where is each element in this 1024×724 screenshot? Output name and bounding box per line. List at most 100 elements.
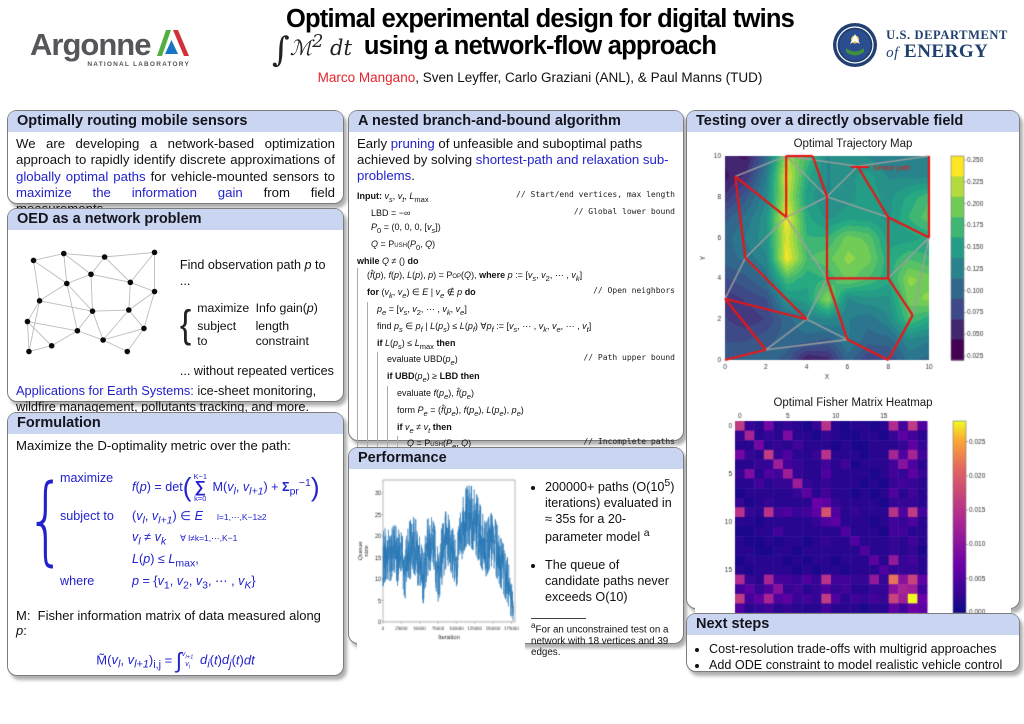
testing-body: Optimal Trajectory Map Optimal Fisher Ma…	[687, 132, 1019, 638]
scope-line	[377, 352, 387, 370]
performance-footnote: aFor an unconstrained test on a network …	[531, 620, 669, 659]
algo-line-text: if UBD(pe) ≥ LBD then	[387, 371, 480, 385]
algo-line-text: if L(ps) ≤ Lmax then	[377, 337, 456, 351]
scope-line	[377, 402, 387, 420]
network-edge	[28, 300, 40, 352]
network-edge	[128, 309, 145, 329]
argonne-sublabel: NATIONAL LABORATORY	[87, 61, 190, 68]
math-row-label: subject to	[60, 508, 114, 523]
algo-line-text: while Q ≠ () do	[357, 256, 419, 267]
oed-find-text: Find observation path p to ...	[179, 258, 326, 288]
fisher-formula: M̃(vl, vl+1)i,j = ∫ vl+1 vl di(t)dj(t)dt	[96, 647, 255, 673]
algo-line-text: evaluate UBD(pe)// Path upper bound	[387, 353, 675, 368]
network-edge	[33, 253, 64, 261]
network-edge	[102, 309, 130, 341]
doe-seal-icon	[833, 23, 878, 67]
network-node	[74, 327, 81, 334]
scope-line	[357, 436, 367, 454]
scope-line	[377, 386, 387, 403]
math-row-label	[60, 528, 132, 550]
algo-line: if ve ≠ vt then	[357, 419, 675, 437]
section-formulation: Formulation Maximize the D-optimality me…	[7, 412, 344, 676]
network-node	[88, 271, 94, 278]
math-row-expr: f(p) = det(K−1 ∑ k=0 M(vl, vl+1) + Σpr−1)	[132, 471, 320, 504]
algo-line-text: evaluate f(pe), f̂(pe)	[397, 388, 474, 401]
oed-body: Find observation path p to ... { maximiz…	[8, 230, 343, 421]
scope-line	[367, 419, 377, 437]
argonne-wordmark: Argonne	[30, 27, 151, 62]
scope-line	[397, 436, 407, 454]
trajectory-map-figure	[695, 150, 1011, 390]
scope-line	[377, 419, 387, 437]
network-edge	[128, 282, 131, 311]
network-node	[89, 308, 96, 314]
algo-line: LBD = −∞// Global lower bound	[357, 206, 675, 220]
network-edge	[63, 253, 68, 284]
network-edge	[92, 309, 129, 312]
scope-line	[357, 268, 367, 286]
network-edge	[27, 321, 78, 332]
algo-line-text: Input: vs, vt, Lmax// Start/end vertices…	[357, 190, 675, 205]
network-edge	[66, 273, 92, 284]
section-oed: OED as a network problem Find observatio…	[7, 208, 344, 414]
network-edge	[102, 328, 145, 341]
trajectory-map-title: Optimal Trajectory Map	[793, 138, 913, 150]
scope-line	[367, 352, 377, 370]
algo-line: if L(ps) ≤ Lmax then	[357, 335, 675, 353]
algo-line-text: pe = [vs, v2, ⋯ , vk, ve]	[377, 304, 467, 317]
network-edge	[27, 321, 52, 347]
algo-line: form Pe = (f̂(pe), f(pe), L(pe), pe)	[357, 402, 675, 420]
network-edge	[92, 311, 104, 341]
oed-obj-label: maximize	[197, 301, 250, 316]
oed-objective-table: maximize Info gain(p) subject to length co…	[195, 299, 335, 351]
network-edge	[39, 283, 68, 302]
algo-line-text: LBD = −∞// Global lower bound	[371, 207, 675, 219]
title-line1: Optimal experimental design for digital …	[285, 5, 795, 33]
algo-line: for (vk, ve) ∈ E | ve ∉ p do// Open neig…	[357, 285, 675, 303]
algo-line: (f̂(p), f(p), L(p), p) = Pop(Q), where p…	[357, 268, 675, 286]
queue-size-chart	[357, 473, 525, 660]
performance-bullet: 200000+ paths (O(105) iterations) evalua…	[545, 477, 675, 546]
fisher-heatmap-title: Optimal Fisher Matrix Heatmap	[773, 397, 933, 409]
section-algorithm: A nested branch-and-bound algorithm Earl…	[348, 110, 684, 489]
scope-line	[387, 402, 397, 420]
doe-line1: U.S. DEPARTMENT	[886, 27, 1008, 42]
oed-con-value: length constraint	[255, 318, 309, 349]
algorithm-intro: Early pruning of unfeasible and suboptim…	[357, 136, 669, 184]
scope-line	[367, 369, 377, 387]
next-steps-body: Cost-resolution trade-offs with multigri…	[687, 635, 1019, 680]
network-node	[36, 298, 43, 304]
math-row-expr: vl ≠ vk ∀ l≠k=1,⋯,K−1	[132, 530, 238, 548]
network-edge	[130, 281, 155, 292]
network-edge	[39, 300, 93, 312]
formulation-intro: Maximize the D-optimality metric over th…	[16, 438, 291, 453]
algo-line: Q = Push(Pe, Q)// Incomplete paths	[357, 436, 675, 454]
doe-energy: ENERGY	[904, 40, 989, 62]
network-edge	[90, 256, 105, 275]
section-testing: Testing over a directly observable field…	[686, 110, 1020, 627]
scope-line	[387, 419, 397, 437]
network-edge	[33, 260, 68, 284]
footnote-rule	[531, 617, 586, 619]
oed-con-label: subject to	[197, 318, 237, 349]
network-edge	[66, 283, 93, 312]
network-edge	[66, 283, 78, 331]
scope-line	[357, 419, 367, 437]
network-edge	[63, 253, 92, 275]
network-node	[101, 254, 108, 260]
network-edge	[63, 253, 105, 258]
network-edge	[28, 345, 52, 352]
network-edge	[51, 330, 78, 347]
network-edge	[102, 339, 128, 352]
algo-line-text: Q = Push(Pe, Q)// Incomplete paths	[407, 437, 675, 451]
network-node	[30, 257, 37, 264]
scope-line	[357, 352, 367, 370]
network-edge	[104, 256, 131, 283]
network-edge	[27, 300, 40, 322]
algo-line: P0 = (0, 0, 0, [vs])	[357, 220, 675, 237]
fisher-note: M: Fisher information matrix of data mea…	[16, 607, 321, 638]
performance-body: 200000+ paths (O(105) iterations) evalua…	[349, 469, 683, 665]
argonne-triangle-icon	[157, 30, 190, 56]
pseudocode-listing: Input: vs, vt, Lmax// Start/end vertices…	[357, 189, 675, 489]
